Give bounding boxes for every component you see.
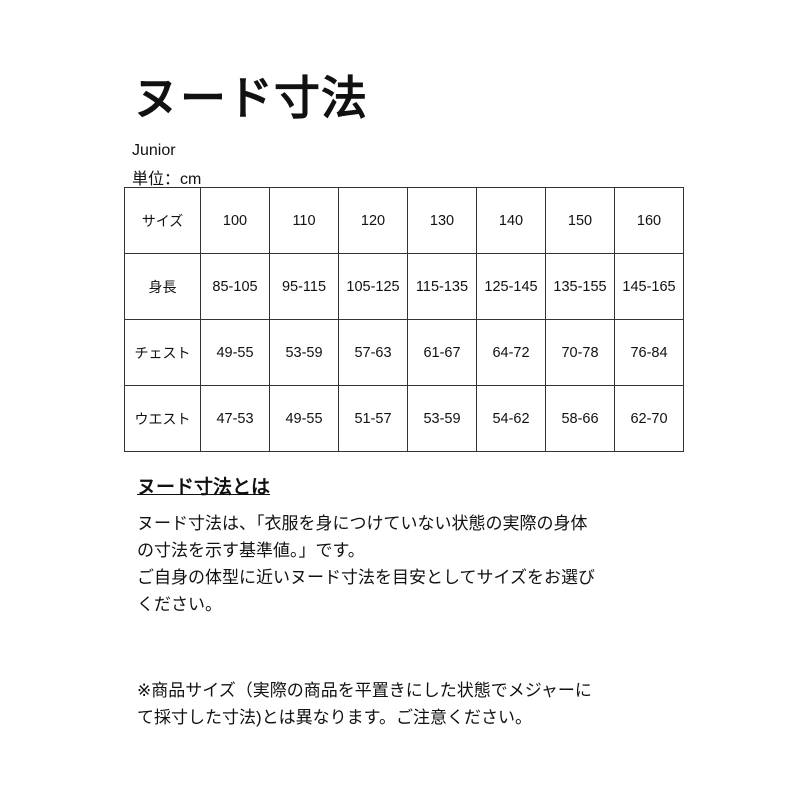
table-cell: 140 (476, 187, 546, 254)
row-header: チェスト (124, 319, 201, 386)
size-table: サイズ 100 110 120 130 140 150 160 身長 85-105 95-115 10… (124, 187, 684, 452)
text-line: て採寸した寸法)とは異なります。ご注意ください。 (137, 708, 532, 727)
row-header: 身長 (124, 253, 201, 320)
table-cell: 64-72 (476, 319, 546, 386)
table-cell: 58-66 (545, 385, 615, 452)
text-line: ご自身の体型に近いヌード寸法を目安としてサイズをお選び (137, 568, 595, 587)
unit-label: 単位：cm (132, 171, 202, 188)
table-cell: 95-115 (269, 253, 339, 320)
table-row: サイズ 100 110 120 130 140 150 160 (124, 187, 684, 254)
table-cell: 105-125 (338, 253, 408, 320)
page-title: ヌード寸法 (133, 72, 368, 124)
table-cell: 110 (269, 187, 339, 254)
table-cell: 125-145 (476, 253, 546, 320)
table-cell: 54-62 (476, 385, 546, 452)
row-header: ウエスト (124, 385, 201, 452)
table-cell: 115-135 (407, 253, 477, 320)
table-cell: 53-59 (269, 319, 339, 386)
note-paragraph: ※商品サイズ（実際の商品を平置きにした状態でメジャーに て採寸した寸法)とは異な… (137, 677, 697, 731)
table-cell: 85-105 (200, 253, 270, 320)
table-cell: 120 (338, 187, 408, 254)
text-line: ※商品サイズ（実際の商品を平置きにした状態でメジャーに (137, 681, 592, 700)
table-cell: 53-59 (407, 385, 477, 452)
table-cell: 61-67 (407, 319, 477, 386)
table-cell: 160 (614, 187, 684, 254)
row-header: サイズ (124, 187, 201, 254)
table-cell: 150 (545, 187, 615, 254)
table-cell: 145-165 (614, 253, 684, 320)
table-cell: 49-55 (200, 319, 270, 386)
table-cell: 62-70 (614, 385, 684, 452)
table-cell: 49-55 (269, 385, 339, 452)
table-cell: 135-155 (545, 253, 615, 320)
category-label: Junior (132, 142, 176, 159)
description-paragraph: ヌード寸法は、「衣服を身につけていない状態の実際の身体 の寸法を示す基準値。」で… (137, 510, 697, 618)
table-cell: 76-84 (614, 319, 684, 386)
table-row: 身長 85-105 95-115 105-125 115-135 125-145 135-1… (124, 253, 684, 320)
table-cell: 100 (200, 187, 270, 254)
text-line: の寸法を示す基準値。」です。 (137, 541, 365, 560)
table-cell: 51-57 (338, 385, 408, 452)
table-cell: 57-63 (338, 319, 408, 386)
table-cell: 70-78 (545, 319, 615, 386)
table-row: チェスト 49-55 53-59 57-63 61-67 64-72 70-78 76-84 (124, 319, 684, 386)
table-cell: 130 (407, 187, 477, 254)
table-cell: 47-53 (200, 385, 270, 452)
table-row: ウエスト 47-53 49-55 51-57 53-59 54-62 58-66 62-70 (124, 385, 684, 452)
text-line: ヌード寸法は、「衣服を身につけていない状態の実際の身体 (137, 514, 588, 533)
section-title: ヌード寸法とは (137, 477, 271, 498)
text-line: ください。 (137, 595, 222, 614)
